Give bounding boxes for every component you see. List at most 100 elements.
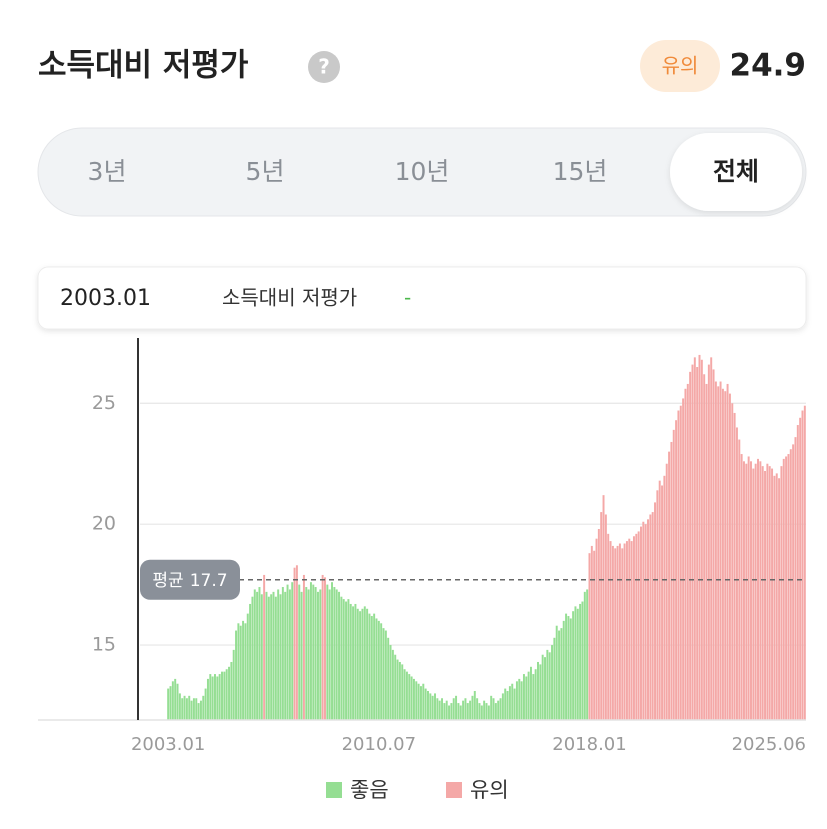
bar (464, 698, 467, 720)
average-badge (140, 559, 240, 600)
bar (485, 703, 488, 720)
bar (401, 664, 404, 720)
bar (288, 589, 291, 720)
bar (183, 695, 186, 720)
tab[interactable]: 5년 (246, 157, 285, 186)
bar (263, 574, 266, 720)
bar (239, 625, 242, 720)
bar (785, 456, 788, 720)
bar (754, 463, 757, 720)
bar (600, 512, 603, 720)
bar (525, 676, 528, 720)
bar (698, 354, 701, 720)
bar (382, 628, 385, 720)
bar (242, 620, 245, 720)
bar (230, 661, 233, 720)
status-badge-text: 유의 (662, 54, 699, 78)
tooltip-date: 2003.01 (60, 286, 151, 311)
bar (735, 427, 738, 720)
bar (677, 410, 680, 720)
bar (773, 475, 776, 720)
tab[interactable]: 10년 (395, 157, 450, 186)
bar (511, 683, 514, 720)
bar (494, 703, 497, 720)
bar (389, 645, 392, 720)
bar (527, 671, 530, 720)
bar (338, 591, 341, 720)
bar (548, 652, 551, 720)
bar (801, 410, 804, 720)
bar (309, 582, 312, 720)
bar (298, 584, 301, 720)
bar (272, 591, 275, 720)
tab[interactable]: 15년 (553, 157, 608, 186)
bar (427, 690, 429, 720)
bar (534, 669, 537, 720)
bar (270, 594, 273, 720)
bar (576, 608, 579, 720)
bar (260, 594, 263, 720)
bar (799, 417, 802, 720)
bar (565, 613, 568, 720)
bar (724, 391, 727, 720)
bar (237, 623, 240, 720)
bar (462, 700, 465, 720)
bar (675, 420, 678, 720)
bar (551, 645, 554, 720)
legend-label: 좋음 (350, 778, 389, 802)
average-label: 평균 17.7 (152, 571, 227, 591)
bar (614, 548, 617, 720)
bar (672, 429, 675, 720)
bar (693, 357, 696, 720)
bar (583, 591, 586, 720)
bar (593, 550, 596, 720)
overlay: 2003.01 2010.07 2018.01 2025.06 평균 17.7 좋음 유의 (131, 559, 806, 802)
bar (518, 678, 521, 720)
bar (228, 666, 231, 720)
bar (223, 671, 226, 720)
bar (197, 703, 200, 720)
bar (621, 548, 624, 720)
tab[interactable]: 3년 (88, 157, 127, 186)
bar (265, 591, 268, 720)
bar (408, 674, 411, 720)
bar (644, 524, 647, 720)
bar (609, 541, 612, 720)
bar (684, 388, 687, 720)
bar (293, 567, 296, 720)
bar (780, 466, 783, 720)
help-icon[interactable] (308, 51, 340, 83)
bar (431, 695, 434, 720)
bar (249, 603, 252, 720)
bar (321, 574, 324, 720)
bar (712, 369, 715, 720)
bar (635, 533, 638, 720)
bar (415, 681, 418, 720)
bar (324, 577, 326, 720)
bar (314, 587, 317, 720)
bar (349, 603, 352, 720)
bar (738, 439, 741, 720)
bar (396, 659, 399, 720)
bar (171, 681, 174, 720)
bar (740, 454, 743, 720)
bar (345, 601, 348, 720)
bar (719, 381, 722, 720)
bar (757, 458, 759, 720)
x-tick-label: 2010.07 (342, 734, 416, 755)
bar (691, 364, 694, 720)
tooltip-label: 소득대비 저평가 (222, 286, 357, 310)
bar (803, 405, 806, 720)
bar (312, 584, 315, 720)
bar (532, 674, 535, 720)
bar (499, 698, 502, 720)
bar (670, 441, 673, 720)
bar (611, 545, 614, 720)
bar (572, 611, 575, 720)
tab-selected[interactable]: 전체 (713, 157, 759, 186)
bar (501, 693, 504, 720)
bar (235, 630, 238, 720)
bar (277, 589, 280, 720)
bar (490, 695, 493, 720)
bar (394, 654, 397, 720)
